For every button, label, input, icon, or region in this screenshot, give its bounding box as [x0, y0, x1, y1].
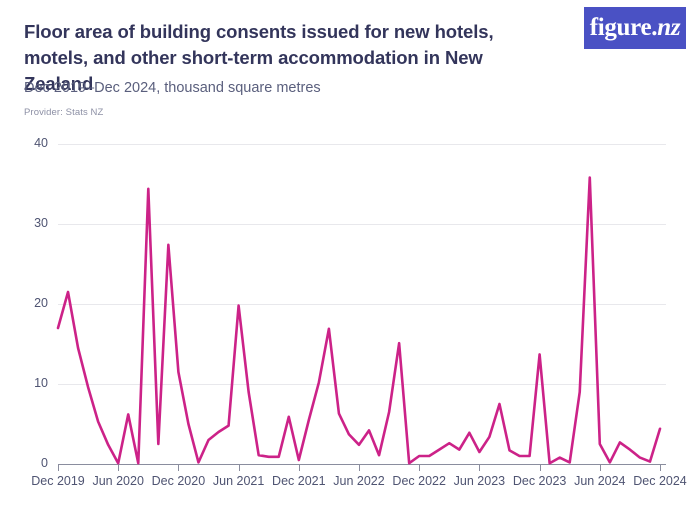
page-title: Floor area of building consents issued f… — [24, 21, 494, 94]
x-axis-line — [58, 464, 666, 465]
y-axis-tick-label: 40 — [34, 136, 48, 150]
gridline — [58, 144, 666, 145]
chart-subtitle: Dec 2019–Dec 2024, thousand square metre… — [24, 80, 321, 96]
x-axis-tick-label: Jun 2021 — [212, 474, 265, 488]
x-axis-tick-label: Dec 2020 — [151, 474, 206, 488]
y-axis-tick-label: 30 — [34, 216, 48, 230]
x-axis-tick-label: Dec 2021 — [272, 474, 326, 488]
data-provider-label: Provider: Stats NZ — [24, 107, 104, 118]
x-axis-tick-label: Jun 2022 — [333, 474, 385, 488]
logo-text: figure. — [589, 14, 658, 41]
y-axis-tick-label: 0 — [41, 456, 48, 470]
x-axis-tick-label: Dec 2023 — [512, 474, 567, 488]
x-axis-tick-mark — [359, 465, 360, 471]
x-axis-tick-label: Jun 2023 — [453, 474, 506, 488]
x-axis-tick-mark — [479, 465, 481, 471]
gridline — [58, 304, 666, 305]
chart-header: Floor area of building consents issued f… — [0, 0, 700, 132]
figure-nz-logo[interactable]: figure.nz — [584, 7, 686, 49]
x-axis-tick-mark — [58, 465, 59, 471]
x-axis-tick-label: Jun 2020 — [92, 474, 144, 488]
line-series-floor-area — [56, 176, 662, 465]
x-axis-tick-mark — [238, 465, 240, 471]
x-axis-tick-label: Dec 2019 — [31, 474, 85, 488]
y-axis-tick-label: 20 — [34, 296, 48, 310]
x-axis-tick-mark — [118, 465, 120, 471]
x-axis-tick-mark — [539, 465, 541, 471]
y-axis-tick-label: 10 — [34, 376, 48, 390]
x-axis-tick-mark — [298, 465, 300, 471]
x-axis-tick-mark — [419, 465, 421, 471]
x-axis-tick-mark — [660, 465, 661, 471]
gridline — [58, 384, 666, 385]
x-axis-tick-label: Dec 2022 — [392, 474, 446, 488]
x-axis-tick-mark — [178, 465, 180, 471]
x-axis-tick-label: Dec 2024 — [633, 474, 687, 488]
x-axis-tick-mark — [599, 465, 601, 471]
x-axis-tick-label: Jun 2024 — [574, 474, 626, 488]
logo-accent: nz — [657, 14, 681, 41]
gridline — [58, 224, 666, 225]
